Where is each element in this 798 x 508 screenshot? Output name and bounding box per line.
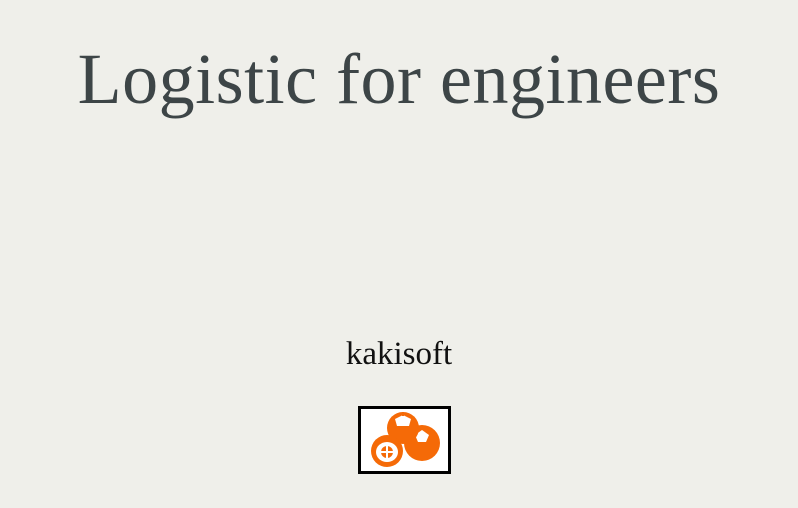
persimmon-logo <box>358 406 451 474</box>
persimmon-icon <box>371 412 440 467</box>
author-name: kakisoft <box>345 336 453 372</box>
page-title: Logistic for engineers <box>77 39 721 119</box>
